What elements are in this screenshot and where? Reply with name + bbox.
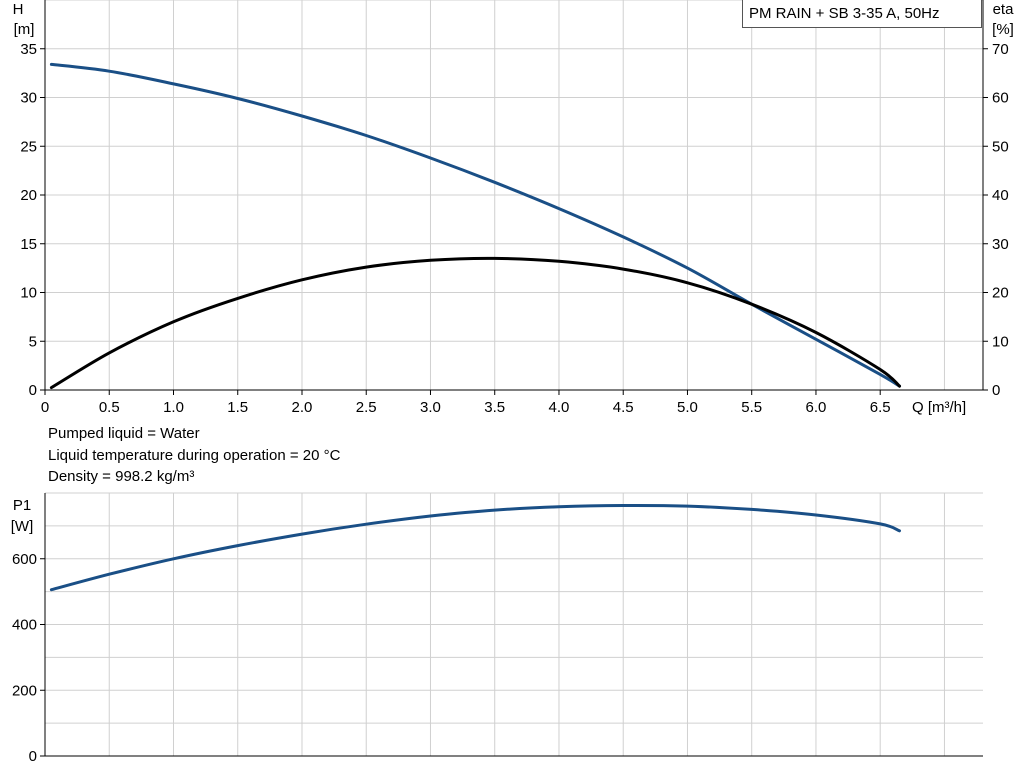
x-tick-label: 5.5 [741,399,762,416]
head-tick-label: 5 [29,333,37,350]
chart-tick-labels: 0 0.5 1.0 1.5 2.0 2.5 3.0 3.5 4.0 4.5 5.0 5.5 6.0 6.5… [12,41,1009,765]
power-curve-line [49,503,901,592]
eta-tick-label: 50 [992,138,1009,155]
head-chart-grid [45,0,983,390]
eta-tick-label: 20 [992,285,1009,302]
chart-axes [40,0,988,757]
pumped-liquid-text: Pumped liquid = Water [48,425,200,442]
eta-tick-label: 40 [992,187,1009,204]
x-tick-label: 3.5 [484,399,505,416]
x-tick-label: 2.5 [356,399,377,416]
x-tick-label: 3.0 [420,399,441,416]
power-tick-label: 0 [29,748,37,765]
head-tick-label: 10 [20,285,37,302]
head-tick-label: 15 [20,236,37,253]
eta-tick-label: 70 [992,41,1009,58]
eta-axis-label: eta [993,1,1015,18]
x-tick-label: 0.5 [99,399,120,416]
x-tick-label: 6.5 [870,399,891,416]
power-tick-label: 600 [12,551,37,568]
head-curve-line [49,62,901,388]
x-tick-label: 1.5 [227,399,248,416]
power-axis-unit: [W] [11,518,34,535]
head-tick-label: 0 [29,382,37,399]
x-tick-label: 2.0 [292,399,313,416]
head-axis-label: H [13,1,24,18]
efficiency-curve-line [49,256,901,390]
x-tick-label: 4.0 [549,399,570,416]
x-tick-label: 1.0 [163,399,184,416]
head-tick-label: 20 [20,187,37,204]
x-tick-label: 0 [41,399,49,416]
head-axis-unit: [m] [14,21,35,38]
head-tick-label: 30 [20,90,37,107]
eta-tick-label: 30 [992,236,1009,253]
x-tick-label: 4.5 [613,399,634,416]
flow-axis-label: Q [m³/h] [912,399,966,416]
x-tick-label: 5.0 [677,399,698,416]
head-tick-label: 35 [20,41,37,58]
eta-tick-label: 10 [992,333,1009,350]
chart-curves [49,62,901,592]
density-text: Density = 998.2 kg/m³ [48,468,195,485]
head-tick-label: 25 [20,138,37,155]
eta-tick-label: 60 [992,90,1009,107]
eta-axis-unit: [%] [992,21,1014,38]
x-tick-label: 6.0 [806,399,827,416]
liquid-temperature-text: Liquid temperature during operation = 20… [48,447,341,464]
eta-tick-label: 0 [992,382,1000,399]
pump-model-label: PM RAIN + SB 3-35 A, 50Hz [742,0,982,28]
power-chart-grid [45,492,983,756]
power-tick-label: 200 [12,682,37,699]
power-axis-label: P1 [13,497,31,514]
power-tick-label: 400 [12,617,37,634]
